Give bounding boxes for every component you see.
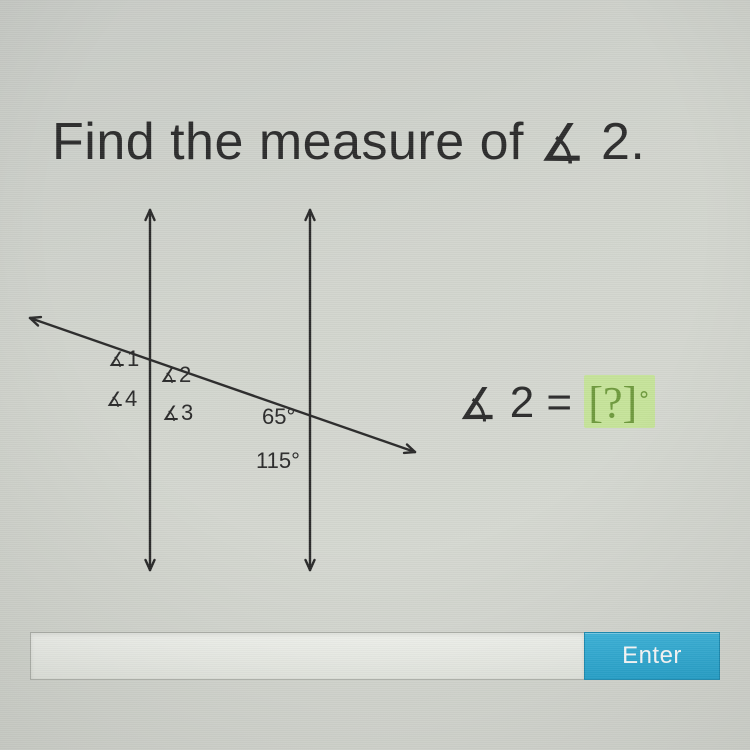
answer-row: Enter bbox=[30, 632, 720, 680]
answer-input[interactable] bbox=[30, 632, 584, 680]
diagram-label-2: ∡4 bbox=[106, 386, 137, 412]
diagram-label-5: 115° bbox=[256, 448, 300, 474]
degree-symbol: ∘ bbox=[637, 381, 651, 406]
diagram-label-1: ∡2 bbox=[160, 362, 191, 388]
eq-angle-symbol: ∡ bbox=[458, 379, 497, 430]
diagram-label-4: 65° bbox=[262, 404, 295, 430]
enter-button[interactable]: Enter bbox=[584, 632, 720, 680]
question-angle-number: 2 bbox=[601, 113, 630, 171]
angle-diagram: ∡1 ∡2 ∡4 ∡3 65° 115° bbox=[10, 190, 430, 590]
angle-symbol: ∡ bbox=[539, 114, 586, 174]
question-prefix: Find the measure of bbox=[52, 113, 539, 171]
answer-placeholder: [?] bbox=[588, 378, 637, 427]
answer-box: [?]∘ bbox=[584, 375, 655, 428]
question-suffix: . bbox=[630, 113, 645, 171]
eq-lhs: 2 bbox=[510, 378, 534, 427]
equation: ∡ 2 = [?]∘ bbox=[458, 375, 655, 428]
question-text: Find the measure of ∡ 2. bbox=[52, 112, 645, 172]
diagram-label-0: ∡1 bbox=[108, 346, 139, 372]
diagram-label-3: ∡3 bbox=[162, 400, 193, 426]
diagram-svg bbox=[10, 190, 430, 590]
eq-equals: = bbox=[534, 378, 584, 427]
